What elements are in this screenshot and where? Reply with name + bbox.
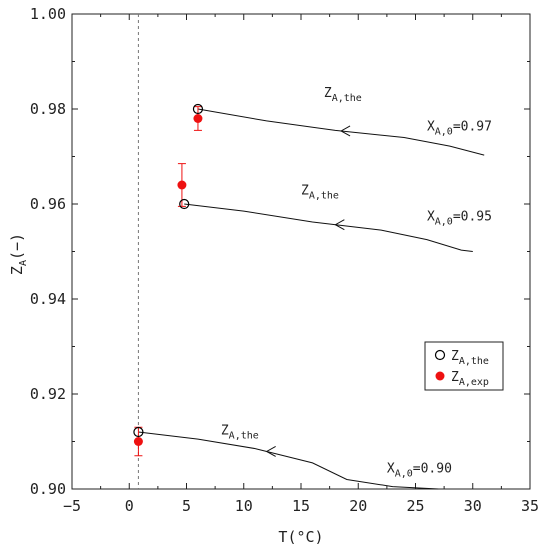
annotation-label: XA,0=0.97 bbox=[427, 119, 492, 137]
x-tick-label: 0 bbox=[125, 497, 134, 515]
annotation-label-sub: A,0 bbox=[435, 217, 453, 228]
legend-label-theory: ZA,the bbox=[451, 349, 489, 367]
y-tick-label: 0.94 bbox=[30, 290, 66, 308]
annotation-label-main: Z bbox=[221, 423, 229, 438]
data-points bbox=[133, 103, 204, 457]
legend-marker-theory bbox=[434, 349, 446, 361]
annotation-label-sub: A,0 bbox=[395, 468, 413, 479]
legend: ZA,the ZA,exp bbox=[424, 341, 504, 391]
x-tick-label: 30 bbox=[464, 497, 482, 515]
exp-point bbox=[193, 114, 203, 123]
annotation-label: ZA,the bbox=[324, 86, 362, 104]
annotations: ZA,theXA,0=0.97ZA,theXA,0=0.95ZA,theXA,0… bbox=[221, 86, 492, 479]
x-tick-label: 20 bbox=[349, 497, 367, 515]
exp-point bbox=[133, 437, 143, 446]
annotation-label-suffix: =0.90 bbox=[413, 461, 452, 476]
x-tick-label: 10 bbox=[235, 497, 253, 515]
plot-frame bbox=[71, 13, 531, 490]
annotation-label: XA,0=0.90 bbox=[387, 461, 452, 479]
model-line bbox=[138, 431, 439, 490]
direction-arrow bbox=[340, 125, 351, 137]
y-axis-title-main: Z bbox=[8, 266, 26, 275]
legend-label-theory-main: Z bbox=[451, 349, 459, 364]
annotation-label-sub: A,the bbox=[309, 191, 339, 202]
annotation-label-main: Z bbox=[301, 184, 309, 199]
legend-label-theory-sub: A,the bbox=[459, 356, 489, 367]
legend-label-exp: ZA,exp bbox=[451, 370, 489, 388]
legend-marker-exp bbox=[435, 371, 445, 381]
annotation-label: XA,0=0.95 bbox=[427, 210, 492, 228]
y-tick-label: 0.98 bbox=[30, 100, 66, 118]
y-tick-label: 0.92 bbox=[30, 385, 66, 403]
x-tick-label: 5 bbox=[182, 497, 191, 515]
legend-label-exp-main: Z bbox=[451, 370, 459, 385]
direction-arrow bbox=[265, 446, 276, 457]
y-axis-title: ZA(−) bbox=[8, 233, 29, 275]
model-line bbox=[197, 108, 485, 156]
x-axis: −5 0 5 10 15 20 25 30 35 bbox=[63, 14, 539, 515]
theory-point bbox=[192, 103, 204, 115]
annotation-label: ZA,the bbox=[221, 423, 259, 441]
y-axis: 0.90 0.92 0.94 0.96 0.98 1.00 bbox=[30, 5, 530, 498]
annotation-label-main: X bbox=[427, 210, 435, 225]
annotation-label-sub: A,0 bbox=[435, 126, 453, 137]
legend-box bbox=[424, 341, 504, 391]
model-line bbox=[184, 203, 473, 252]
y-axis-title-suffix: (−) bbox=[8, 233, 26, 260]
annotation-label-suffix: =0.95 bbox=[453, 210, 492, 225]
theory-point bbox=[133, 426, 144, 438]
annotation-label-main: X bbox=[387, 461, 395, 476]
annotation-label-main: Z bbox=[324, 86, 332, 101]
x-axis-title: T(°C) bbox=[278, 528, 323, 546]
annotation-label-main: X bbox=[427, 119, 435, 134]
x-tick-label: 15 bbox=[292, 497, 310, 515]
annotation-label-sub: A,the bbox=[332, 93, 362, 104]
exp-point bbox=[177, 180, 187, 190]
annotation-label: ZA,the bbox=[301, 184, 339, 202]
annotation-label-sub: A,the bbox=[229, 430, 259, 441]
x-tick-label: 25 bbox=[406, 497, 424, 515]
y-tick-label: 0.96 bbox=[30, 195, 66, 213]
x-tick-label: −5 bbox=[63, 497, 81, 515]
y-axis-title-sub: A bbox=[18, 260, 29, 266]
y-tick-label: 1.00 bbox=[30, 5, 66, 23]
annotation-label-suffix: =0.97 bbox=[453, 119, 492, 134]
direction-arrow bbox=[334, 219, 345, 231]
y-tick-label: 0.90 bbox=[30, 480, 66, 498]
legend-label-exp-sub: A,exp bbox=[459, 377, 489, 388]
model-lines bbox=[138, 108, 485, 490]
theory-point bbox=[179, 198, 190, 210]
x-tick-label: 35 bbox=[521, 497, 539, 515]
